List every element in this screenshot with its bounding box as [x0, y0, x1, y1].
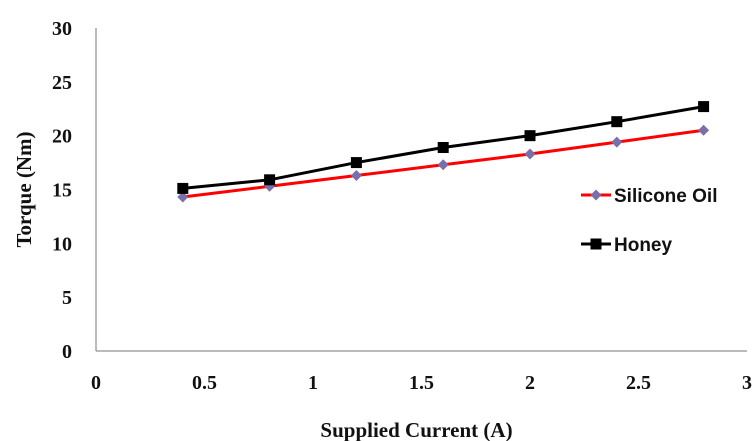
- data-point: [177, 182, 189, 194]
- y-tick-label: 20: [52, 126, 72, 148]
- x-tick-label: 3: [742, 372, 752, 394]
- x-tick-label: 0.5: [192, 372, 217, 394]
- series-layer: [177, 101, 710, 203]
- data-point: [350, 170, 362, 182]
- x-tick-label: 2.5: [626, 372, 651, 394]
- y-tick-label: 30: [52, 18, 72, 40]
- data-point: [698, 101, 710, 113]
- y-axis-title: Torque (Nm): [12, 131, 36, 247]
- y-tick-label: 5: [62, 287, 72, 309]
- x-tick-label: 0: [91, 372, 101, 394]
- data-point: [437, 159, 449, 171]
- data-point: [524, 130, 536, 142]
- y-tick-label: 0: [62, 341, 72, 363]
- x-tick-label: 1: [308, 372, 318, 394]
- x-tick-label: 1.5: [409, 372, 434, 394]
- legend-label: Honey: [614, 235, 673, 256]
- data-point: [350, 157, 362, 169]
- axes: [95, 28, 747, 352]
- legend-marker: [590, 189, 602, 201]
- y-tick-labels: 0 5 10 15 20 25 30: [52, 18, 72, 363]
- legend-item: Silicone Oil: [581, 186, 717, 207]
- data-point: [611, 136, 623, 148]
- y-tick-label: 10: [52, 233, 72, 255]
- y-tick-label: 15: [52, 180, 72, 202]
- legend-label: Silicone Oil: [614, 186, 717, 207]
- data-point: [264, 174, 276, 186]
- legend-item: Honey: [581, 235, 673, 256]
- series-1: [177, 101, 710, 194]
- data-point: [698, 124, 710, 136]
- x-tick-labels: 0 0.5 1 1.5 2 2.5 3: [91, 372, 752, 394]
- data-point: [611, 116, 623, 128]
- legend-marker: [590, 238, 602, 250]
- data-point: [524, 148, 536, 160]
- legend: Silicone Oil Honey: [581, 186, 717, 256]
- data-point: [437, 142, 449, 154]
- y-tick-label: 25: [52, 72, 72, 94]
- x-tick-label: 2: [525, 372, 535, 394]
- x-axis-title: Supplied Current (A): [320, 418, 512, 441]
- data-point: [177, 191, 189, 203]
